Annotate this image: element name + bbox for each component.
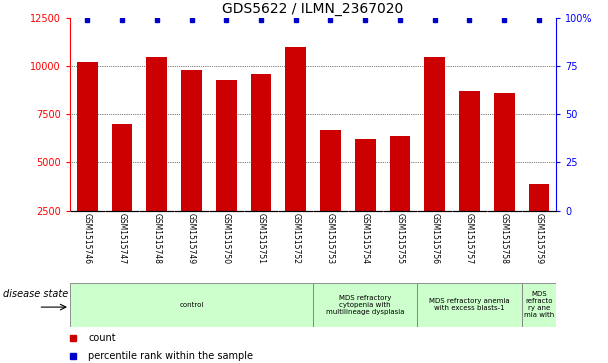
Bar	[313, 283, 417, 327]
Bar	[522, 283, 556, 327]
Text: GSM1515759: GSM1515759	[534, 213, 544, 264]
Text: GSM1515752: GSM1515752	[291, 213, 300, 264]
Text: MDS refractory
cytopenia with
multilineage dysplasia: MDS refractory cytopenia with multilinea…	[326, 295, 404, 315]
Text: GSM1515751: GSM1515751	[257, 213, 266, 264]
Bar	[390, 135, 410, 258]
Bar	[494, 93, 514, 258]
Text: GSM1515750: GSM1515750	[222, 213, 231, 264]
Text: GSM1515758: GSM1515758	[500, 213, 509, 264]
Bar	[320, 130, 341, 258]
Text: percentile rank within the sample: percentile rank within the sample	[88, 351, 253, 361]
Bar	[528, 184, 550, 258]
Bar	[147, 57, 167, 258]
Text: GSM1515747: GSM1515747	[117, 213, 126, 264]
Bar	[417, 283, 522, 327]
Bar	[181, 70, 202, 258]
Text: disease state: disease state	[4, 289, 69, 299]
Bar	[112, 124, 133, 258]
Text: GSM1515757: GSM1515757	[465, 213, 474, 264]
Text: count: count	[88, 333, 116, 343]
Bar	[250, 74, 271, 258]
Bar	[459, 91, 480, 258]
Bar	[216, 80, 237, 258]
Text: GSM1515746: GSM1515746	[83, 213, 92, 264]
Bar	[70, 283, 313, 327]
Text: GSM1515748: GSM1515748	[152, 213, 161, 264]
Text: MDS refractory anemia
with excess blasts-1: MDS refractory anemia with excess blasts…	[429, 298, 510, 311]
Bar	[424, 57, 445, 258]
Bar	[355, 139, 376, 258]
Bar	[285, 47, 306, 258]
Text: GSM1515755: GSM1515755	[395, 213, 404, 264]
Title: GDS5622 / ILMN_2367020: GDS5622 / ILMN_2367020	[223, 2, 404, 16]
Text: GSM1515756: GSM1515756	[430, 213, 439, 264]
Text: control: control	[179, 302, 204, 308]
Text: MDS
refracto
ry ane
mia with: MDS refracto ry ane mia with	[524, 291, 554, 318]
Text: GSM1515753: GSM1515753	[326, 213, 335, 264]
Bar	[77, 62, 98, 258]
Text: GSM1515749: GSM1515749	[187, 213, 196, 264]
Text: GSM1515754: GSM1515754	[361, 213, 370, 264]
